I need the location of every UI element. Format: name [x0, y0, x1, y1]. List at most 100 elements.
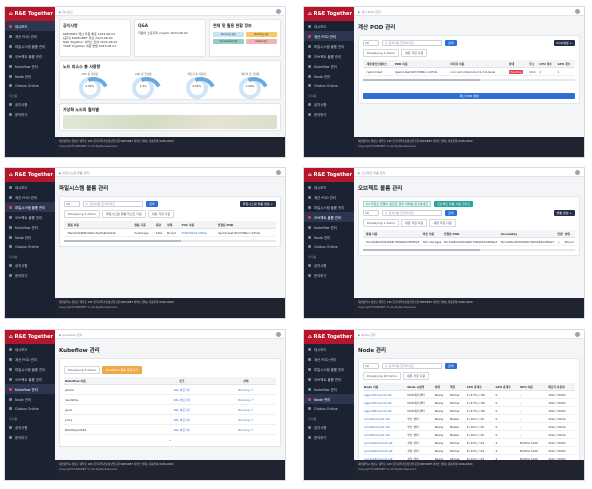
search-input[interactable]: Q 검색어를 입력하세요 — [382, 363, 442, 369]
user-avatar-icon[interactable] — [575, 170, 580, 175]
sidebar-item-0[interactable]: 대시보드 — [304, 21, 354, 31]
table-row[interactable]: gnode01kreonet.net 서울 센터 Ready Worker 8 (12%… — [363, 438, 575, 447]
sidebar-item-5[interactable]: Node 관리 — [304, 71, 354, 81]
brand-logo[interactable]: ⌂ R&E Together — [304, 330, 354, 344]
notice-row[interactable]: R&E Together 서비스 안내 2023-08-01 — [63, 40, 118, 44]
sidebar-item-2[interactable]: 파일시스템 볼륨 관리 — [304, 41, 354, 51]
user-avatar-icon[interactable] — [276, 170, 281, 175]
sidebar-item-2[interactable]: 파일시스템 볼륨 관리 — [5, 41, 55, 51]
table-cell[interactable]: Running ↗ — [215, 404, 276, 415]
create-button[interactable]: 볼륨 생성 + — [553, 210, 575, 216]
search-button[interactable]: 검색 — [445, 210, 457, 216]
table-cell[interactable]: URL 바로가기 — [148, 424, 216, 435]
sidebar-subitem-0[interactable]: 공지사항 — [304, 99, 354, 109]
sidebar-item-1[interactable]: 계산 POD 관리 — [5, 192, 55, 202]
sidebar-item-1[interactable]: 계산 POD 관리 — [304, 192, 354, 202]
sidebar-item-3[interactable]: 오브젝트 볼륨 관리 — [5, 374, 55, 384]
sidebar-item-3[interactable]: 오브젝트 볼륨 관리 — [304, 51, 354, 61]
table-row[interactable]: cmk01kreonet.net 부산 센터 Ready Master 4 (10%) … — [363, 414, 575, 423]
sidebar-subitem-0[interactable]: 공지사항 — [5, 422, 55, 432]
create-button[interactable]: POD생성 + — [553, 40, 575, 46]
sidebar-item-1[interactable]: 계산 POD 관리 — [5, 354, 55, 364]
sidebar-item-3[interactable]: 오브젝트 볼륨 관리 — [5, 51, 55, 61]
notice-row[interactable]: *R&E Together 이용 방법 2023-08-01 — [63, 44, 117, 48]
sidebar-item-3[interactable]: 오브젝트 볼륨 관리 — [304, 374, 354, 384]
sidebar-item-0[interactable]: 대시보드 — [5, 182, 55, 192]
table-cell[interactable]: URL 바로가기 — [148, 404, 216, 415]
table-row[interactable]: f0c1a58ed3d9492fb70bfe6b5d2f80a3 fdm-stor… — [363, 237, 575, 246]
search-input[interactable]: Q 검색어를 입력하세요 — [382, 210, 442, 216]
chevron-down-icon[interactable]: ⌄ — [168, 437, 172, 442]
sidebar-subitem-1[interactable]: 문의하기 — [304, 109, 354, 119]
user-avatar-icon[interactable] — [575, 332, 580, 337]
brand-logo[interactable]: ⌂ R&E Together — [304, 7, 354, 21]
notice-row[interactable]: KREONET 계산 자원 배포 2023-08-04 — [63, 32, 116, 36]
sidebar-item-2[interactable]: 파일시스템 볼륨 관리 — [5, 364, 55, 374]
horizontal-scrollbar[interactable] — [64, 240, 276, 242]
sidebar-subitem-0[interactable]: 공지사항 — [5, 260, 55, 270]
page-size-select[interactable]: 10 — [363, 363, 379, 369]
search-button[interactable]: 검색 — [445, 363, 457, 369]
table-row[interactable]: pmry URL 바로가기 Running ↗ — [64, 414, 276, 425]
sidebar-item-5[interactable]: Node 관리 — [304, 232, 354, 242]
table-cell[interactable]: URL 바로가기 — [148, 384, 216, 395]
table-cell[interactable]: Running ↗ — [215, 424, 276, 435]
table-cell[interactable]: Running ↗ — [215, 384, 276, 395]
sidebar-item-5[interactable]: Node 관리 — [304, 394, 354, 404]
tab-2[interactable]: 새창 저장 다운 — [429, 219, 456, 227]
user-avatar-icon[interactable] — [276, 9, 281, 14]
create-pod-button[interactable]: 계산 POD 생성 — [363, 93, 575, 99]
page-size-select[interactable]: 10 — [64, 201, 80, 207]
tab-0[interactable]: Displaying 20 items — [363, 372, 401, 380]
sidebar-item-1[interactable]: 계산 POD 관리 — [304, 354, 354, 364]
sidebar-subitem-0[interactable]: 공지사항 — [304, 422, 354, 432]
sidebar-item-4[interactable]: Kubeflow 관리 — [5, 384, 55, 394]
tab-1[interactable]: 새창 저장 다운 — [400, 49, 428, 57]
tab-0[interactable]: Displaying 1 items — [363, 49, 399, 57]
table-row[interactable]: cmk03kreonet.net 부산 센터 Ready Master 4 (10%) … — [363, 430, 575, 439]
table-row[interactable]: gnode02kreonet.net 서울 센터 Ready Worker 8 (12%… — [363, 446, 575, 455]
sidebar-subitem-1[interactable]: 문의하기 — [304, 270, 354, 280]
horizontal-scrollbar[interactable] — [363, 79, 575, 81]
brand-logo[interactable]: ⌂ R&E Together — [304, 168, 354, 182]
user-avatar-icon[interactable] — [276, 332, 281, 337]
table-row[interactable]: jasmin URL 바로가기 Running ↗ — [64, 384, 276, 395]
tab-2[interactable]: 새창 저장 다운 — [147, 210, 175, 218]
page-size-select[interactable]: 10 — [363, 210, 379, 216]
sidebar-item-5[interactable]: Node 관리 — [5, 71, 55, 81]
search-button[interactable]: 검색 — [445, 40, 457, 46]
sidebar-item-4[interactable]: Kubeflow 관리 — [5, 61, 55, 71]
tab-1[interactable]: 새창 저장 다운 — [400, 219, 428, 227]
table-row[interactable]: f0a1cb4e9f4b4a0bc3e2fe2b4a1db fs-storage 1… — [64, 228, 276, 237]
page-size-select[interactable]: 10 — [363, 40, 379, 46]
sidebar-item-0[interactable]: 대시보드 — [304, 344, 354, 354]
table-cell[interactable]: Running ↗ — [215, 394, 276, 405]
brand-logo[interactable]: ⌂ R&E Together — [5, 168, 55, 182]
sidebar-item-3[interactable]: 오브젝트 볼륨 관리 — [5, 212, 55, 222]
brand-logo[interactable]: ⌂ R&E Together — [5, 7, 55, 21]
sidebar-item-6[interactable]: Globus Online — [5, 81, 55, 90]
table-row[interactable]: rsjsmil-test rsjsmil-test-6b7cf48bcc-4d5d… — [363, 67, 575, 76]
sidebar-item-1[interactable]: 계산 POD 관리 — [5, 31, 55, 41]
qna-row[interactable]: 자원이 스토리지 (Ceph) 2023-08-04 — [138, 31, 188, 35]
sidebar-item-0[interactable]: 대시보드 — [5, 21, 55, 31]
sidebar-item-5[interactable]: Node 관리 — [5, 232, 55, 242]
notice-row[interactable]: [공지] K-IREONET 최신 2023-08-04 — [63, 36, 113, 40]
sidebar-item-6[interactable]: Globus Online — [304, 404, 354, 413]
search-input[interactable]: Q 검색어를 입력하세요 — [83, 201, 143, 207]
table-row[interactable]: gnode03kreonet.net 서울 센터 Ready Worker 8 (12%… — [363, 454, 575, 460]
table-cell[interactable]: Running ↗ — [215, 414, 276, 425]
sidebar-item-2[interactable]: 파일시스템 볼륨 관리 — [5, 202, 55, 212]
sidebar-subitem-1[interactable]: 문의하기 — [5, 270, 55, 280]
sidebar-item-4[interactable]: Kubeflow 관리 — [5, 222, 55, 232]
create-button[interactable]: 파일시스템 볼륨 생성 + — [239, 201, 276, 207]
sidebar-subitem-0[interactable]: 공지사항 — [5, 99, 55, 109]
sidebar-item-2[interactable]: 파일시스템 볼륨 관리 — [304, 202, 354, 212]
sidebar-item-4[interactable]: Kubeflow 관리 — [304, 61, 354, 71]
sidebar-item-1[interactable]: 계산 POD 관리 — [304, 31, 354, 41]
brand-logo[interactable]: ⌂ R&E Together — [5, 330, 55, 344]
table-cell[interactable]: URL 바로가기 — [148, 394, 216, 405]
sidebar-item-0[interactable]: 대시보드 — [304, 182, 354, 192]
guide-pill[interactable]: 오브젝트 볼륨 사용 가이드 — [433, 201, 474, 207]
sidebar-subitem-1[interactable]: 문의하기 — [304, 432, 354, 442]
